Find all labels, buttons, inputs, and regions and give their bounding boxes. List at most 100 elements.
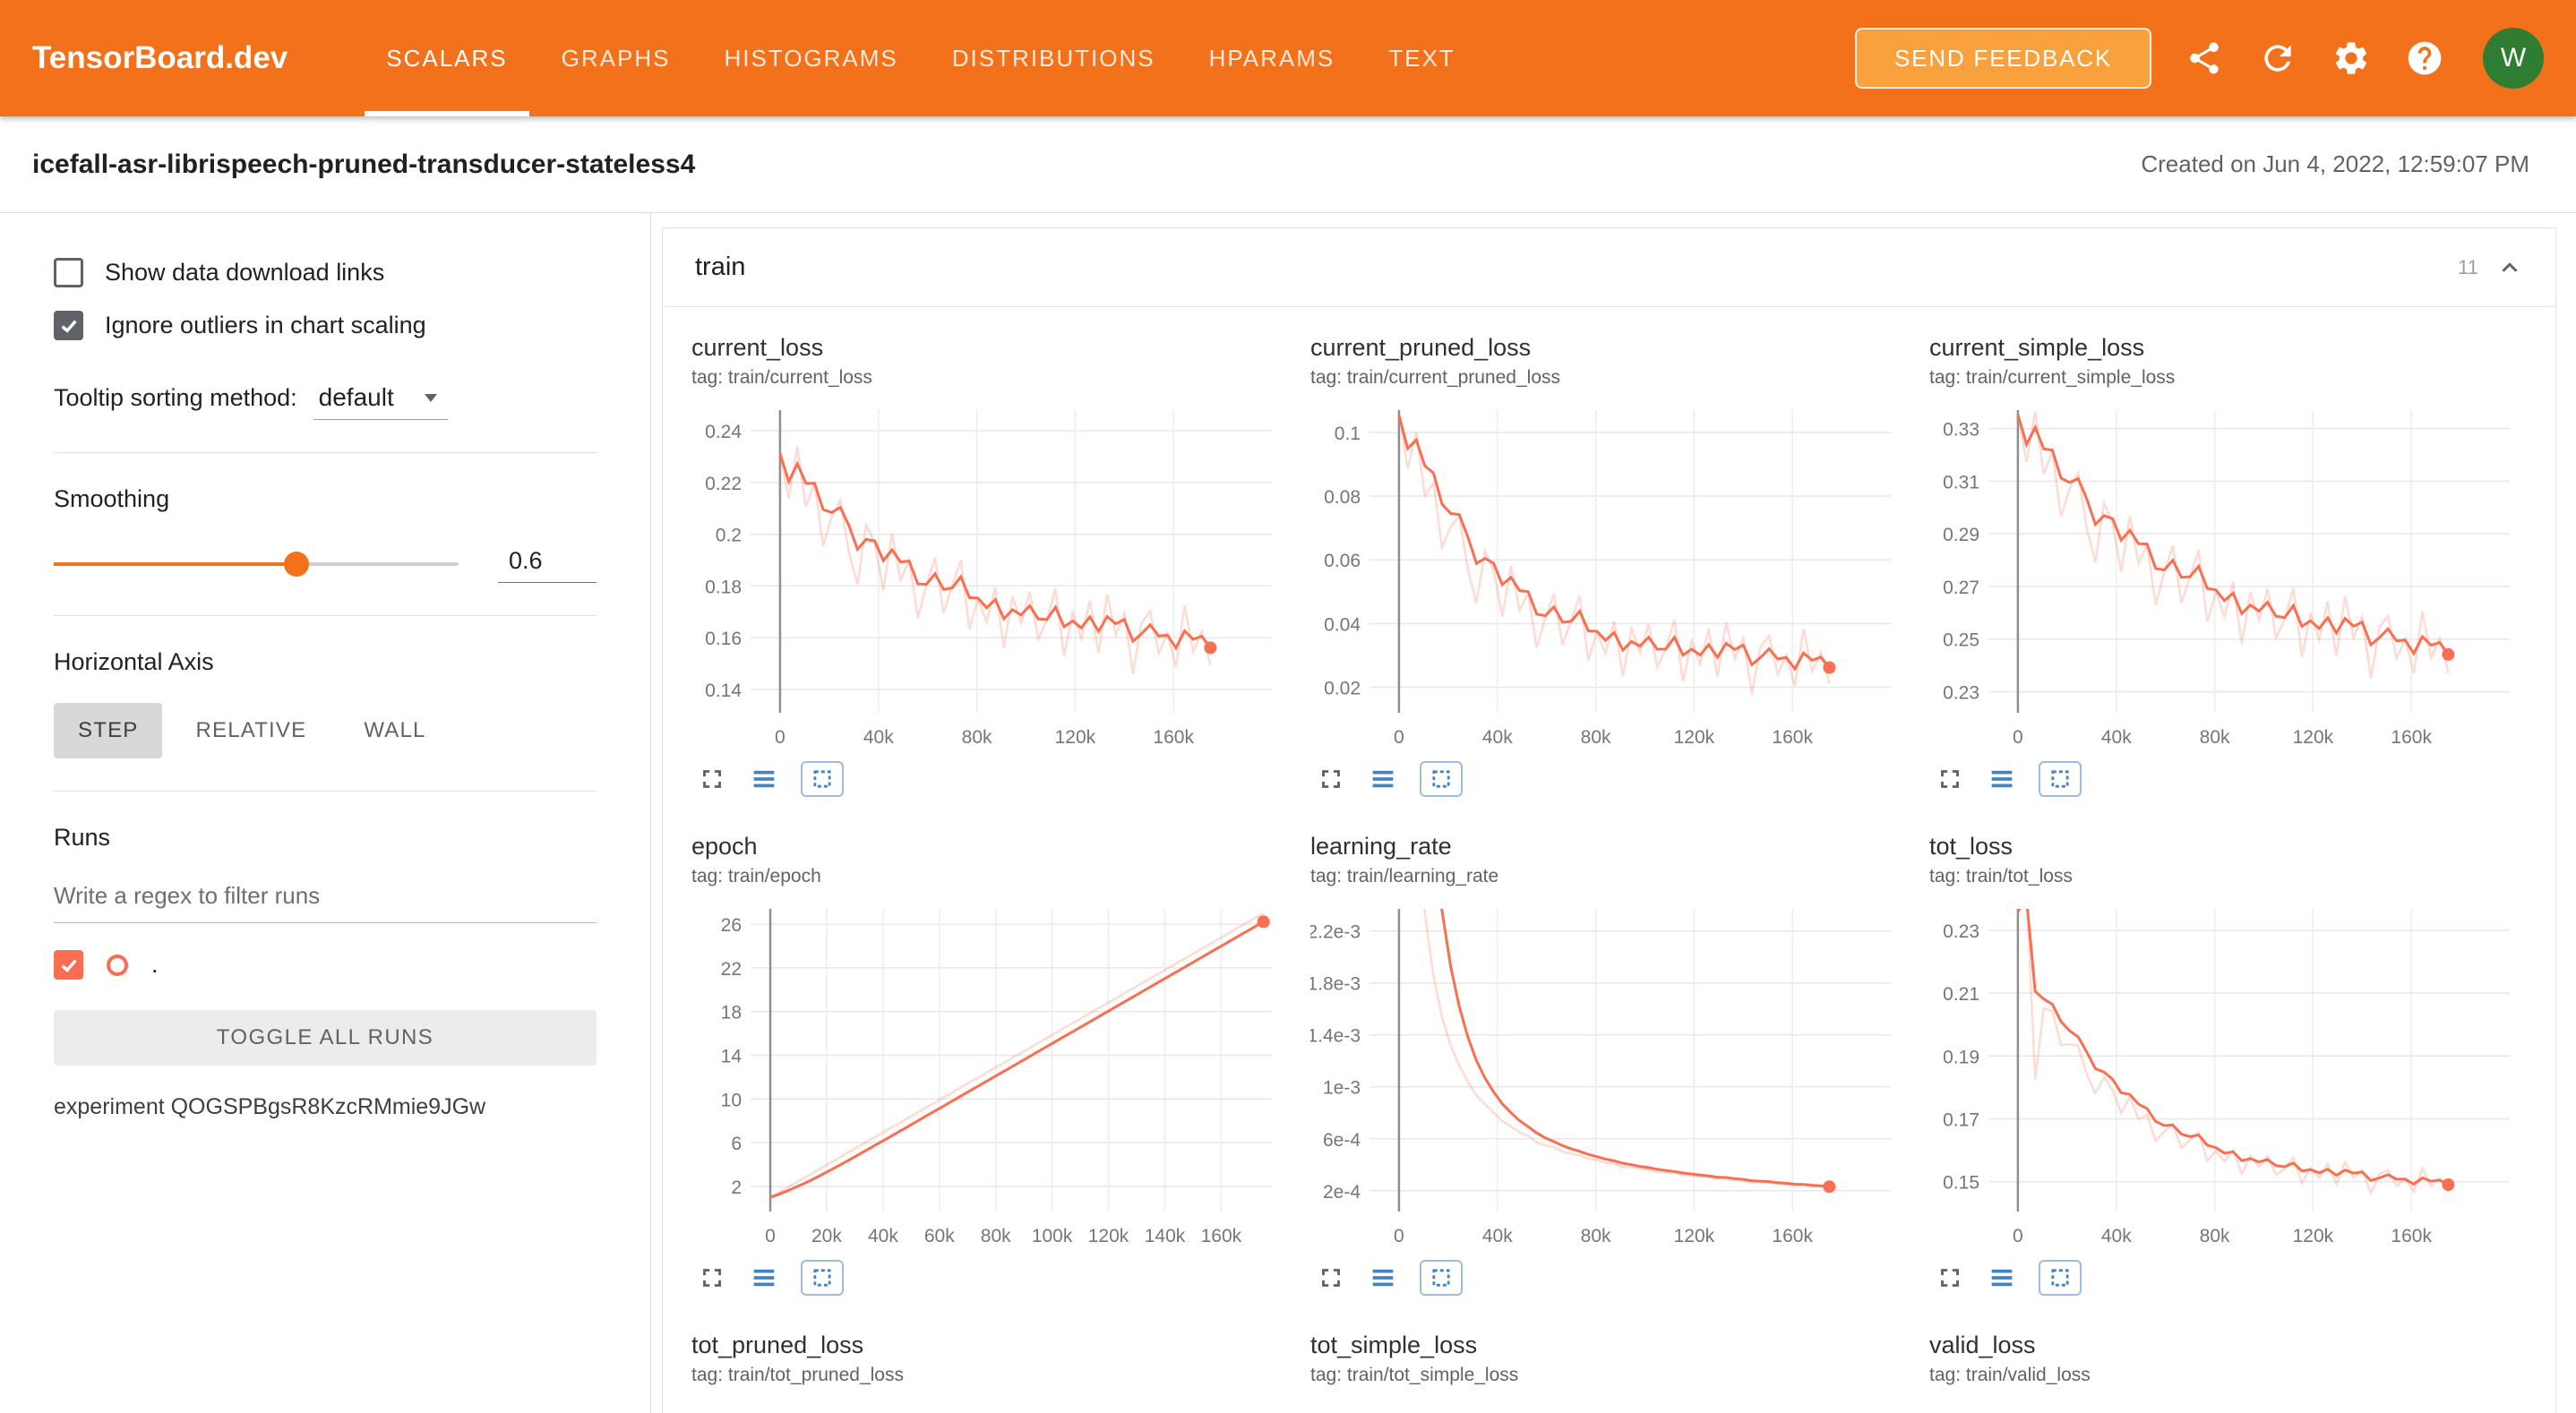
smoothing-value[interactable]: 0.6 (498, 545, 597, 583)
svg-text:0.02: 0.02 (1324, 679, 1361, 699)
svg-text:0: 0 (1394, 727, 1404, 748)
data-table-button[interactable] (1368, 764, 1398, 794)
fit-domain-button[interactable] (2039, 761, 2082, 797)
toggle-all-runs-button[interactable]: TOGGLE ALL RUNS (54, 1010, 597, 1066)
svg-text:160k: 160k (2391, 1226, 2432, 1246)
send-feedback-button[interactable]: SEND FEEDBACK (1854, 28, 2151, 89)
train-section-header[interactable]: train 11 (663, 228, 2555, 307)
show-download-links-checkbox[interactable] (54, 258, 83, 287)
chart-card: tot_loss tag: train/tot_loss 0.23 0.21 0.1… (1929, 833, 2527, 1296)
chart-plot[interactable]: 0.1 0.08 0.06 0.04 0.02 0 40k 80k 120k 160k (1310, 399, 1902, 754)
axis-step-button[interactable]: STEP (54, 703, 163, 758)
chart-tag: tag: train/current_pruned_loss (1310, 367, 1560, 388)
data-table-icon (753, 770, 775, 788)
ignore-outliers-checkbox[interactable] (54, 311, 83, 340)
expand-chart-button[interactable] (1935, 764, 1965, 794)
app-header: TensorBoard.dev SCALARS GRAPHS HISTOGRAM… (0, 0, 2576, 116)
svg-text:0.19: 0.19 (1943, 1047, 1979, 1067)
tab-distributions[interactable]: DISTRIBUTIONS (951, 44, 1155, 72)
chart-plot[interactable] (1929, 1397, 2520, 1413)
chart-card: current_pruned_loss tag: train/current_p… (1310, 334, 1908, 797)
collapse-section-button[interactable] (2496, 254, 2523, 281)
svg-text:0.04: 0.04 (1324, 614, 1361, 635)
runs-filter-input[interactable] (54, 871, 597, 923)
show-download-links-label: Show data download links (105, 259, 385, 286)
svg-text:0.24: 0.24 (705, 422, 742, 442)
chart-plot[interactable] (1310, 1397, 1902, 1413)
help-icon[interactable] (2404, 38, 2445, 79)
svg-text:0.18: 0.18 (705, 577, 742, 597)
fit-domain-button[interactable] (801, 761, 844, 797)
data-table-button[interactable] (749, 764, 779, 794)
svg-text:160k: 160k (1201, 1226, 1242, 1246)
data-table-button[interactable] (1987, 764, 2017, 794)
svg-text:0.25: 0.25 (1943, 630, 1979, 651)
data-table-button[interactable] (749, 1263, 779, 1293)
expand-chart-button[interactable] (1316, 764, 1346, 794)
data-table-button[interactable] (1987, 1263, 2017, 1293)
data-table-button[interactable] (1368, 1263, 1398, 1293)
chart-plot[interactable]: 0.33 0.31 0.29 0.27 0.25 0.23 0 40k 80k 120k 160k (1929, 399, 2520, 754)
smoothing-slider-thumb[interactable] (284, 552, 310, 577)
axis-wall-button[interactable]: WALL (339, 703, 450, 758)
svg-text:0.23: 0.23 (1943, 683, 1979, 704)
chart-plot[interactable]: 0.24 0.22 0.2 0.18 0.16 0.14 0 40k 80k 120k 160k (691, 399, 1283, 754)
run-color-swatch[interactable] (107, 954, 128, 976)
chart-plot[interactable]: 26 22 18 14 10 6 2 0 20k 40k 60k 80k 100k 120k 140k 160… (691, 898, 1283, 1253)
experiment-id: experiment QOGSPBgsR8KzcRMmie9JGw (54, 1094, 486, 1119)
svg-text:120k: 120k (1674, 727, 1715, 748)
fit-domain-button[interactable] (1420, 1260, 1463, 1296)
smoothing-slider[interactable] (54, 552, 459, 577)
chart-actions (697, 1260, 1289, 1296)
tab-text[interactable]: TEXT (1388, 44, 1455, 72)
settings-sidebar: Show data download links Ignore outliers… (0, 213, 651, 1413)
svg-text:0.29: 0.29 (1943, 525, 1979, 545)
chart-title: tot_loss (1929, 833, 2014, 860)
share-icon[interactable] (2184, 38, 2225, 79)
chart-card: tot_pruned_loss tag: train/tot_pruned_lo… (691, 1332, 1289, 1413)
fit-domain-icon (2051, 770, 2069, 788)
expand-chart-button[interactable] (1935, 1263, 1965, 1293)
expand-chart-button[interactable] (1316, 1263, 1346, 1293)
fit-domain-button[interactable] (801, 1260, 844, 1296)
expand-chart-button[interactable] (697, 764, 727, 794)
svg-text:0.22: 0.22 (705, 474, 742, 494)
chart-plot[interactable]: 2.2e-3 1.8e-3 1.4e-3 1e-3 6e-4 2e-4 0 40k 80k 120… (1310, 898, 1902, 1253)
svg-text:18: 18 (721, 1003, 742, 1023)
chart-actions (1935, 1260, 2527, 1296)
expand-chart-button[interactable] (697, 1263, 727, 1293)
svg-text:120k: 120k (2293, 1226, 2334, 1246)
svg-text:0.15: 0.15 (1943, 1173, 1979, 1194)
chart-plot[interactable]: 0.23 0.21 0.19 0.17 0.15 0 40k 80k 120k 160k (1929, 898, 2520, 1253)
tooltip-sorting-select[interactable]: default (313, 383, 448, 420)
fit-domain-button[interactable] (1420, 761, 1463, 797)
tab-graphs[interactable]: GRAPHS (561, 44, 671, 72)
run-checkbox[interactable] (54, 950, 83, 980)
ignore-outliers-label: Ignore outliers in chart scaling (105, 312, 426, 338)
chart-title: current_loss (691, 334, 824, 361)
svg-text:0: 0 (765, 1226, 776, 1246)
svg-text:60k: 60k (924, 1226, 955, 1246)
chart-title: tot_simple_loss (1310, 1332, 1478, 1358)
svg-text:0.27: 0.27 (1943, 578, 1979, 598)
svg-text:120k: 120k (1674, 1226, 1715, 1246)
svg-text:40k: 40k (2101, 1226, 2132, 1246)
tab-hparams[interactable]: HPARAMS (1208, 44, 1335, 72)
settings-icon[interactable] (2331, 38, 2372, 79)
expand-icon (1941, 1269, 1959, 1287)
refresh-icon[interactable] (2257, 38, 2298, 79)
svg-text:0.31: 0.31 (1943, 472, 1979, 492)
brand-logo: TensorBoard.dev (32, 40, 288, 75)
experiment-title-bar: icefall-asr-librispeech-pruned-transduce… (0, 116, 2576, 213)
experiment-title: icefall-asr-librispeech-pruned-transduce… (32, 149, 696, 179)
chart-title: current_pruned_loss (1310, 334, 1532, 361)
tab-histograms[interactable]: HISTOGRAMS (724, 44, 898, 72)
chart-plot[interactable] (691, 1397, 1283, 1413)
chart-title: epoch (691, 833, 758, 860)
axis-relative-button[interactable]: RELATIVE (171, 703, 331, 758)
expand-icon (703, 1269, 721, 1287)
fit-domain-button[interactable] (2039, 1260, 2082, 1296)
chart-card: epoch tag: train/epoch 26 22 18 14 10 6 2 0 20k 4… (691, 833, 1289, 1296)
tab-scalars[interactable]: SCALARS (359, 0, 534, 116)
avatar[interactable]: W (2483, 28, 2544, 89)
